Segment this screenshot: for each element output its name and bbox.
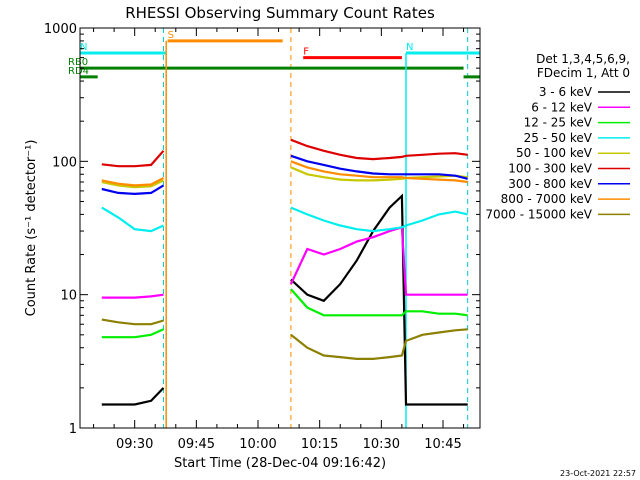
legend-header: Det 1,3,4,5,6,9, FDecim 1, Att 0 (536, 52, 630, 80)
y-tick-label: 1000 (44, 22, 77, 37)
x-tick-label: 10:00 (239, 437, 276, 452)
series-line-0-seg-1 (290, 193, 468, 406)
legend-header-line-2: FDecim 1, Att 0 (537, 66, 630, 80)
y-tick-label: 100 (52, 155, 77, 170)
legend-header-line-1: Det 1,3,4,5,6,9, (536, 52, 630, 66)
series-line-4-seg-1 (290, 166, 468, 182)
state-bar-label-2: N (406, 42, 413, 53)
timestamp: 23-Oct-2021 22:57 (560, 469, 636, 478)
x-tick-label: 09:30 (116, 437, 153, 452)
y-tick-label: 1 (69, 422, 77, 437)
legend-label-5: 100 - 300 keV (508, 162, 592, 176)
x-tick-label: 10:45 (424, 437, 461, 452)
legend-label-0: 3 - 6 keV (539, 85, 593, 99)
legend-label-4: 50 - 100 keV (516, 146, 593, 160)
x-tick-label: 10:30 (363, 437, 400, 452)
state-bar-label-3: F (303, 47, 309, 58)
x-axis-label: Start Time (28-Dec-04 09:16:42) (174, 456, 386, 471)
axes-frame (79, 27, 481, 429)
legend-label-1: 6 - 12 keV (531, 100, 593, 114)
y-tick-label: 10 (60, 289, 77, 304)
series-line-7-seg-1 (290, 160, 468, 184)
series-line-7-seg-0 (101, 177, 165, 187)
state-bar-label-1: N (80, 42, 87, 53)
series-line-2-seg-1 (290, 288, 468, 317)
chart-title: RHESSI Observing Summary Count Rates (125, 4, 435, 22)
series-line-5-seg-0 (101, 150, 165, 168)
series-line-6-seg-1 (290, 154, 468, 180)
legend-label-8: 7000 - 15000 keV (485, 207, 592, 221)
state-bar-label-5: RD4 (68, 66, 89, 77)
legend-label-3: 25 - 50 keV (524, 131, 593, 145)
y-axis-label: Count Rate (s⁻¹ detector⁻¹) (24, 140, 39, 317)
series-line-2-seg-0 (101, 328, 164, 339)
state-bar-label-4: RB0 (68, 57, 88, 68)
series-line-8-seg-0 (101, 318, 164, 326)
x-tick-label: 09:45 (178, 437, 215, 452)
series-line-4-seg-0 (101, 179, 164, 189)
series-line-1-seg-1 (289, 225, 468, 296)
series-line-6-seg-0 (101, 184, 165, 196)
series-line-3-seg-0 (101, 206, 164, 233)
series-line-3-seg-1 (290, 206, 468, 233)
series-line-5-seg-1 (290, 138, 468, 161)
series-line-0-seg-0 (101, 387, 165, 406)
legend-label-6: 300 - 800 keV (508, 177, 592, 191)
state-bar-label-0: S (168, 30, 174, 41)
legend-label-7: 800 - 7000 keV (501, 192, 593, 206)
series-line-8-seg-1 (290, 328, 468, 360)
series-line-1-seg-0 (101, 293, 164, 299)
legend-label-2: 12 - 25 keV (524, 116, 593, 130)
x-tick-label: 10:15 (301, 437, 338, 452)
